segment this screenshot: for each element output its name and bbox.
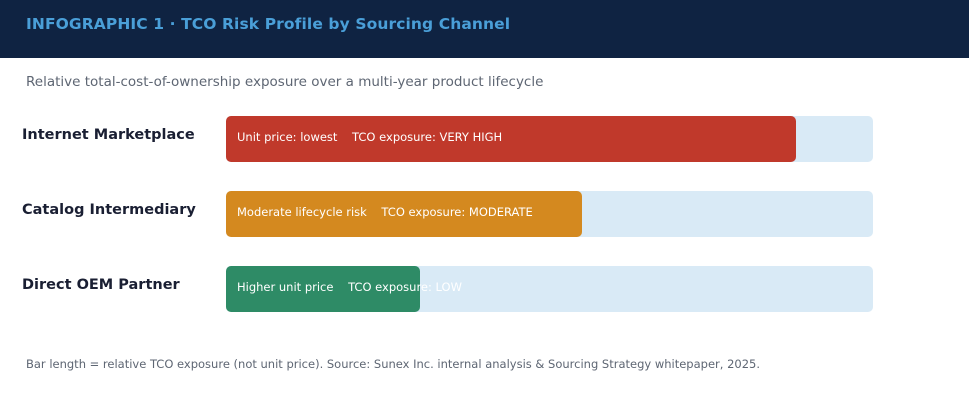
- category-label: Internet Marketplace: [22, 127, 195, 143]
- category-label: Direct OEM Partner: [22, 277, 180, 293]
- source-footnote: Bar length = relative TCO exposure (not …: [26, 357, 760, 371]
- bar-track: Unit price: lowest TCO exposure: VERY HI…: [226, 116, 873, 162]
- bar-row-catalog-intermediary: Catalog Intermediary Moderate lifecycle …: [0, 191, 969, 237]
- bar-annotation: Moderate lifecycle risk TCO exposure: MO…: [237, 205, 533, 219]
- bar-catalog-intermediary: [226, 191, 582, 237]
- bar-annotation: Higher unit price TCO exposure: LOW: [237, 280, 462, 294]
- bar-annotation: Unit price: lowest TCO exposure: VERY HI…: [237, 130, 503, 144]
- category-label: Catalog Intermediary: [22, 202, 196, 218]
- bar-direct-oem-partner: [226, 266, 420, 312]
- chart-subtitle: Relative total-cost-of-ownership exposur…: [26, 74, 544, 90]
- bar-track: Higher unit price TCO exposure: LOW: [226, 266, 873, 312]
- header-banner: INFOGRAPHIC 1 · TCO Risk Profile by Sour…: [0, 0, 969, 58]
- page-title: INFOGRAPHIC 1 · TCO Risk Profile by Sour…: [26, 15, 511, 33]
- bar-internet-marketplace: [226, 116, 796, 162]
- bar-row-direct-oem-partner: Direct OEM Partner Higher unit price TCO…: [0, 266, 969, 312]
- bar-row-internet-marketplace: Internet Marketplace Unit price: lowest …: [0, 116, 969, 162]
- bar-track: Moderate lifecycle risk TCO exposure: MO…: [226, 191, 873, 237]
